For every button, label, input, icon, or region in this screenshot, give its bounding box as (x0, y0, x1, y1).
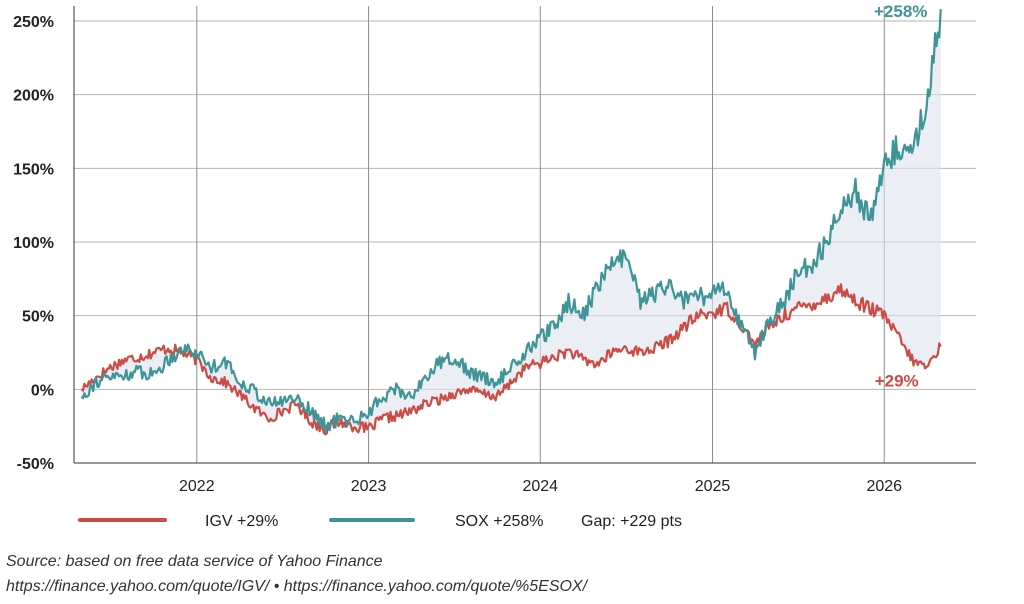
y-tick-label: 50% (22, 309, 54, 326)
series-line-sox (80, 9, 942, 434)
legend-label-igv: IGV +29% (205, 513, 278, 530)
y-tick-label: -50% (17, 456, 54, 473)
end-labels: +29% +258% (874, 2, 927, 390)
legend: IGV +29% SOX +258% Gap: +229 pts (78, 513, 682, 530)
legend-note-gap: Gap: +229 pts (581, 513, 682, 530)
y-tick-label: 150% (13, 161, 54, 178)
y-tick-label: 250% (13, 14, 54, 31)
grid (74, 6, 976, 464)
y-tick-label: 0% (31, 382, 54, 399)
source-line-1: Source: based on free data service of Ya… (6, 553, 383, 570)
y-tick-label: 200% (13, 88, 54, 105)
end-label-sox: +258% (874, 2, 927, 21)
x-tick-label: 2024 (522, 478, 558, 495)
x-tick-label: 2025 (695, 478, 731, 495)
y-tick-label: 100% (13, 235, 54, 252)
series-line-igv (80, 283, 942, 436)
legend-label-sox: SOX +258% (455, 513, 544, 530)
x-tick-label: 2023 (351, 478, 387, 495)
end-label-igv: +29% (875, 372, 919, 391)
axes: -50% 0% 50% 100% 150% 200% 250% 2022 2023 2024 202… (13, 6, 976, 495)
series-lines (80, 9, 942, 436)
source-line-2: https://finance.yahoo.com/quote/IGV/ • h… (6, 578, 588, 595)
x-tick-label: 2026 (866, 478, 902, 495)
x-tick-label: 2022 (179, 478, 215, 495)
